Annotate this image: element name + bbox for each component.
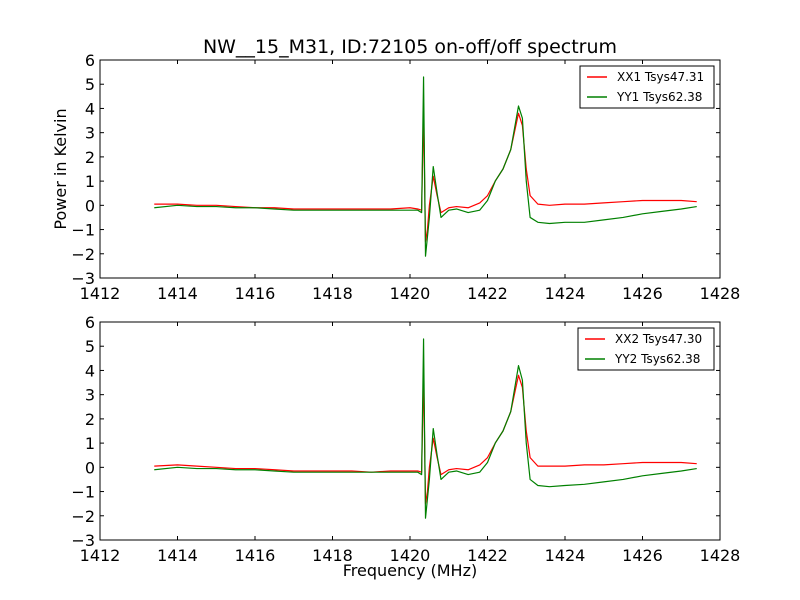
y-tick-label: 3 [85,386,95,405]
y-tick-label: 5 [85,337,95,356]
x-tick-label: 1418 [312,284,353,303]
top-panel: 1412 1414 1416 1418 1420 1422 1424 1426 1428−3−2… [71,51,740,303]
y-tick-label: −1 [71,221,95,240]
legend: XX1 Tsys47.31 YY1 Tsys62.38 [579,65,715,109]
y-tick-label: 5 [85,75,95,94]
series-line-xx [154,110,697,243]
x-tick-label: 1428 [700,546,741,565]
x-tick-label: 1414 [157,546,198,565]
y-tick-label: −3 [71,269,95,288]
series-line-xx [154,372,697,505]
y-tick-label: −2 [71,507,95,526]
legend-label: XX1 Tsys47.31 [617,70,704,84]
legend-box [577,327,715,371]
y-tick-label: 4 [85,361,95,380]
legend-label: XX2 Tsys47.30 [615,332,702,346]
x-tick-label: 1420 [390,546,431,565]
y-tick-label: −1 [71,483,95,502]
x-tick-label: 1412 [80,546,121,565]
x-tick-label: 1414 [157,284,198,303]
chart-title: NW__15_M31, ID:72105 on-off/off spectrum [203,36,617,58]
x-axis-label: Frequency (MHz) [343,561,477,580]
x-tick-label: 1416 [235,284,276,303]
y-tick-label: 4 [85,99,95,118]
x-tick-label: 1422 [467,284,508,303]
y-axis-label: Power in Kelvin [51,108,70,229]
legend: XX2 Tsys47.30 YY2 Tsys62.38 [577,327,715,371]
x-tick-label: 1424 [545,284,586,303]
x-tick-label: 1422 [467,546,508,565]
x-tick-label: 1416 [235,546,276,565]
bottom-panel: 1412 1414 1416 1418 1420 1422 1424 1426 1428−3−2… [71,313,740,565]
y-tick-label: 0 [85,196,95,215]
y-tick-label: −2 [71,245,95,264]
y-tick-label: 6 [85,313,95,332]
x-tick-label: 1426 [622,546,663,565]
y-tick-label: 1 [85,172,95,191]
x-tick-label: 1424 [545,546,586,565]
legend-box [579,65,715,109]
y-tick-label: 2 [85,410,95,429]
series-line-yy [154,76,697,257]
y-tick-label: 2 [85,148,95,167]
y-tick-label: 0 [85,458,95,477]
y-tick-label: −3 [71,531,95,550]
x-tick-label: 1412 [80,284,121,303]
x-tick-label: 1428 [700,284,741,303]
series-line-yy [154,338,697,519]
y-tick-label: 6 [85,51,95,70]
y-tick-label: 1 [85,434,95,453]
legend-label: YY2 Tsys62.38 [614,352,700,366]
x-tick-label: 1426 [622,284,663,303]
x-tick-label: 1420 [390,284,431,303]
x-tick-label: 1418 [312,546,353,565]
y-tick-label: 3 [85,124,95,143]
legend-label: YY1 Tsys62.38 [616,90,702,104]
